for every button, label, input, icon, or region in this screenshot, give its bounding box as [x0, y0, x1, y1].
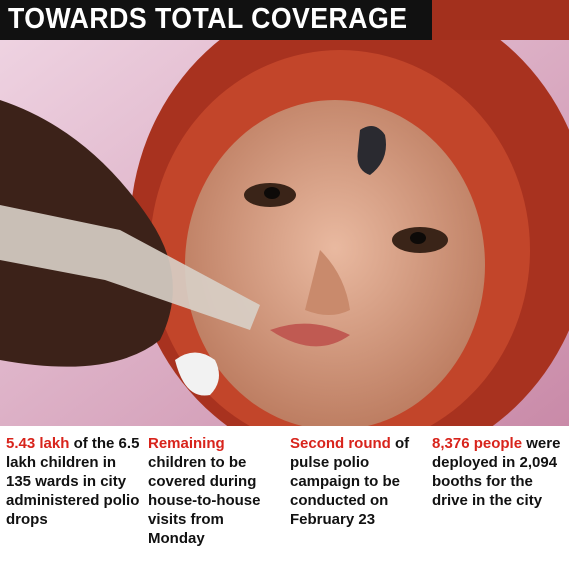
title: TOWARDS TOTAL COVERAGE — [8, 3, 408, 35]
fact: Remaining children to be covered during … — [142, 426, 284, 561]
fact-text: children to be covered during house-to-h… — [148, 454, 261, 547]
fact: 5.43 lakh of the 6.5 lakh children in 13… — [0, 426, 142, 561]
fact-highlight: 8,376 people — [432, 435, 523, 452]
fact-highlight: Remaining — [148, 435, 225, 452]
fact: Second round of pulse polio campaign to … — [284, 426, 426, 561]
fact-text: were deployed in 2,094 booths for the dr… — [432, 435, 561, 509]
fact: 8,376 people were deployed in 2,094 boot… — [426, 426, 568, 561]
fact-text: of the 6.5 lakh children in 135 wards in… — [6, 435, 140, 528]
facts: 5.43 lakh of the 6.5 lakh children in 13… — [0, 426, 569, 561]
fact-highlight: Second round — [290, 435, 391, 452]
fact-highlight: 5.43 lakh — [6, 435, 70, 452]
photo — [0, 0, 569, 426]
fact-text: of pulse polio campaign to be conducted … — [290, 435, 410, 528]
title-bar: TOWARDS TOTAL COVERAGE — [0, 0, 432, 40]
